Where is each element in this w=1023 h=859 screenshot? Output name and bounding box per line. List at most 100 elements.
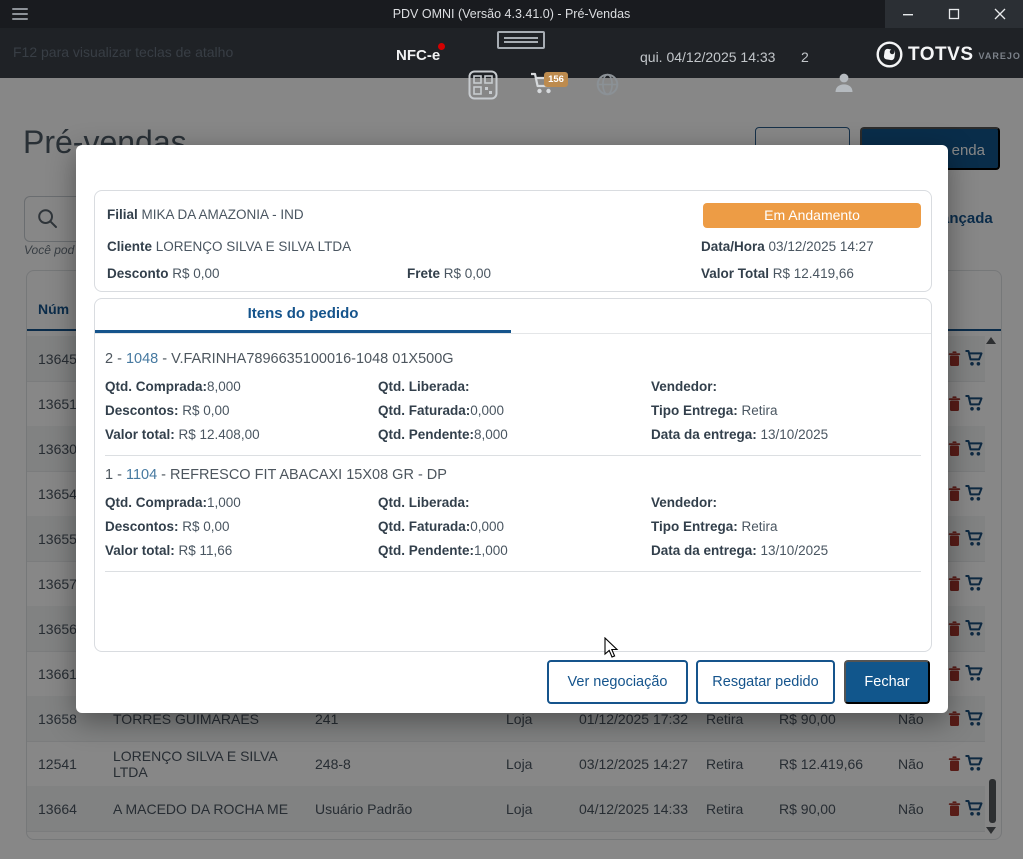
column-header-numero[interactable]: Núm [38,301,70,317]
table-row[interactable]: 13664 A MACEDO DA ROCHA ME Usuário Padrã… [27,786,985,832]
cart-icon [965,485,983,501]
search-hint: Você pod [24,243,75,257]
cell-numero: 13655 [38,530,77,547]
open-sale-button[interactable] [965,516,985,561]
valor-total-label: Valor Total [701,266,770,281]
item-details: Qtd. Comprada:8,000 Qtd. Liberada: Vende… [105,379,829,442]
hotkey-hint: F12 para visualizar teclas de atalho [13,44,234,60]
open-sale-button[interactable] [965,786,985,831]
primary-action-label: enda [951,142,985,159]
delete-row-button[interactable] [948,471,964,516]
filial-value: MIKA DA AMAZONIA - IND [141,207,304,222]
cart-icon [965,350,983,366]
item-title: 2 - 1048 - V.FARINHA7896635100016-1048 0… [105,351,454,367]
cell-entrega: Retira [706,710,744,727]
item-separator [105,571,921,572]
cell-vendedor: 241 [315,710,339,727]
globe-icon[interactable] [596,73,619,96]
delete-row-button[interactable] [948,426,964,471]
fechar-button[interactable]: Fechar [844,660,930,704]
delete-row-button[interactable] [948,516,964,561]
cell-vendedor: 248-8 [315,755,351,772]
resgatar-pedido-button[interactable]: Resgatar pedido [696,660,835,704]
open-sale-button[interactable] [965,381,985,426]
delete-row-button[interactable] [948,651,964,696]
cell-numero: 13656 [38,620,77,637]
cell-vendedor: Usuário Padrão [315,800,413,817]
scrollbar-thumb[interactable] [989,779,996,823]
brand-sub: VAREJO [978,51,1021,61]
delete-row-button[interactable] [948,336,964,381]
open-sale-button[interactable] [965,606,985,651]
open-sale-button[interactable] [965,651,985,696]
open-sale-button[interactable] [965,336,985,381]
brand-name: TOTVS [908,43,974,65]
cart-badge: 156 [544,72,568,87]
cell-datahora: 04/12/2025 14:33 [579,800,688,817]
order-item: 1 - 1104 - REFRESCO FIT ABACAXI 15X08 GR… [105,467,921,572]
user-icon[interactable] [833,71,855,94]
scrollbar-down-icon[interactable] [986,827,996,834]
status-indicator-icon [497,31,545,49]
datahora-value: 03/12/2025 14:27 [768,239,874,254]
nfce-button[interactable]: NFC-e [396,47,441,64]
maximize-button[interactable] [939,3,969,25]
close-button[interactable] [985,3,1015,25]
trash-icon [948,395,961,411]
cell-numero: 12541 [38,755,77,772]
minimize-icon [903,14,913,16]
qr-code-icon[interactable] [468,70,498,100]
tab-itens-do-pedido[interactable]: Itens do pedido [95,299,511,333]
delete-row-button[interactable] [948,561,964,606]
cart-icon [965,395,983,411]
cell-flag: Não [898,800,924,817]
delete-row-button[interactable] [948,381,964,426]
toolbar-counter: 2 [801,49,809,65]
cell-origem: Loja [506,755,533,772]
cliente-label: Cliente [107,239,153,254]
open-sale-button[interactable] [965,426,985,471]
cell-cliente: A MACEDO DA ROCHA ME [113,800,289,817]
window-title: PDV OMNI (Versão 4.3.41.0) - Pré-Vendas [392,7,631,21]
cart-icon [965,530,983,546]
valor-total-value: R$ 12.419,66 [772,266,854,281]
open-sale-button[interactable] [965,561,985,606]
cell-flag: Não [898,710,924,727]
cell-numero: 13630 [38,440,77,457]
cell-numero: 13664 [38,800,77,817]
cell-valor: R$ 90,00 [779,800,836,817]
open-sale-button[interactable] [965,471,985,516]
cliente-value: LORENÇO SILVA E SILVA LTDA [155,239,352,254]
order-items-panel: Itens do pedido 2 - 1048 - V.FARINHA7896… [94,298,932,652]
delete-row-button[interactable] [948,696,964,741]
delete-row-button[interactable] [948,741,964,786]
advanced-search-link[interactable]: ançada [941,210,993,227]
scrollbar-up-icon[interactable] [986,337,996,344]
trash-icon [948,800,961,816]
brand-logo-icon [876,41,903,68]
delete-row-button[interactable] [948,606,964,651]
status-badge: Em Andamento [703,203,921,228]
cart-icon [965,755,983,771]
cell-numero: 13658 [38,710,77,727]
trash-icon [948,710,961,726]
item-details: Qtd. Comprada:1,000 Qtd. Liberada: Vende… [105,495,829,558]
cart-icon [965,620,983,636]
desconto-label: Desconto [107,266,169,281]
cart-icon [965,440,983,456]
ver-negociacao-button[interactable]: Ver negociação [547,660,688,704]
item-code: 1048 [125,351,159,367]
minimize-button[interactable] [893,3,923,25]
cell-flag: Não [898,755,924,772]
open-sale-button[interactable] [965,741,985,786]
cart-icon [965,665,983,681]
delete-row-button[interactable] [948,786,964,831]
item-title: 1 - 1104 - REFRESCO FIT ABACAXI 15X08 GR… [105,467,447,483]
open-sale-button[interactable] [965,696,985,741]
cell-datahora: 03/12/2025 14:27 [579,755,688,772]
item-code: 1104 [125,467,158,483]
menu-icon[interactable] [12,8,28,20]
trash-icon [948,350,961,366]
presale-summary-card: Filial MIKA DA AMAZONIA - IND Em Andamen… [94,190,932,292]
item-separator [105,455,921,456]
